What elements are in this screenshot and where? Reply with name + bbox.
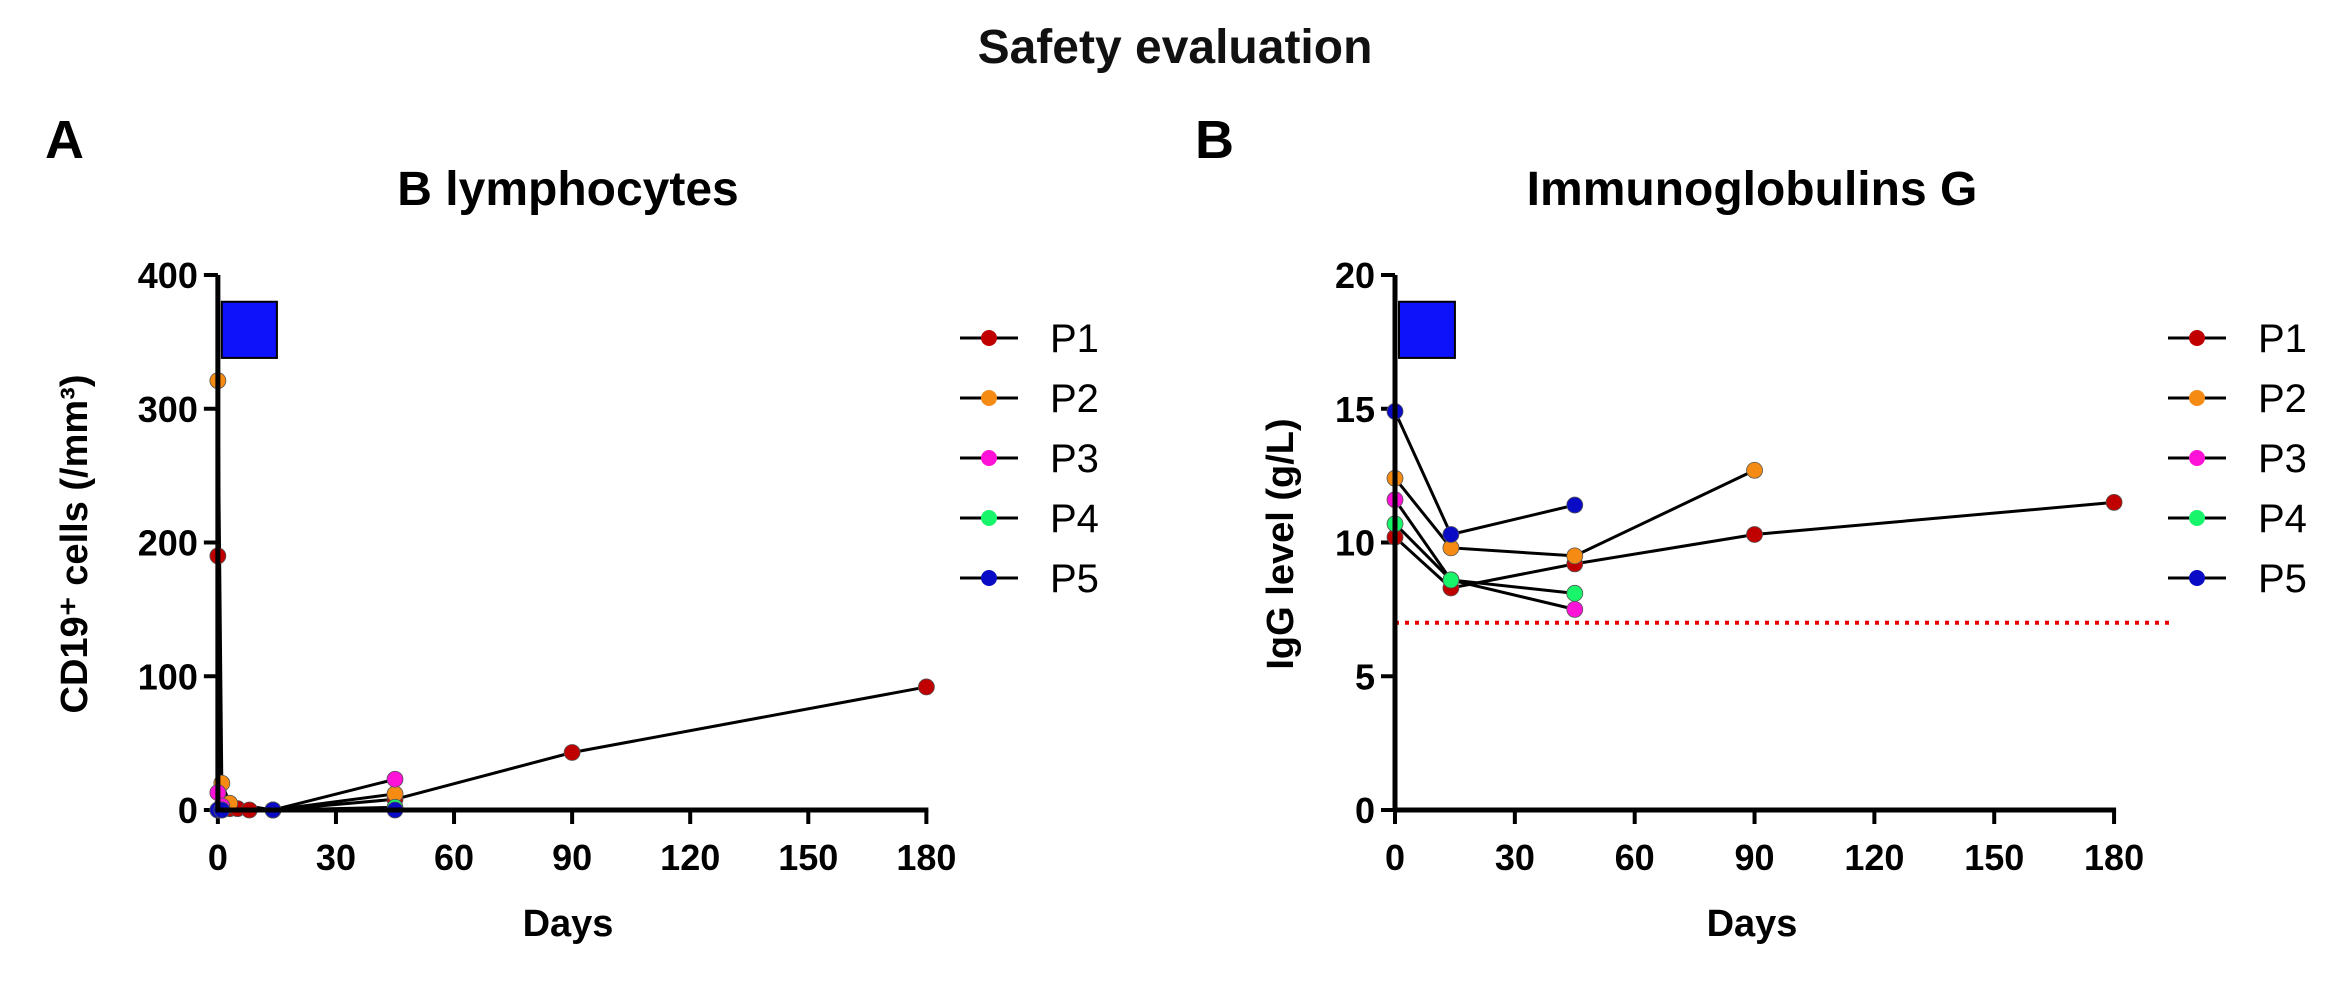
panel-a: A B lymphocytes Days CD19⁺ cells (/mm³) … (45, 110, 1099, 945)
panel-b-x-label: Days (1707, 903, 1798, 945)
panel-b-x-tick-label: 60 (1615, 837, 1655, 878)
panel-a-legend-label-p4: P4 (1050, 497, 1099, 541)
panel-a-x-label: Days (523, 903, 614, 945)
panel-b-x-tick-label: 30 (1495, 837, 1535, 878)
panel-b-point-p1 (2105, 493, 2123, 511)
panel-b-y-tick-label: 0 (1355, 790, 1375, 831)
panel-a-y-tick-label: 400 (138, 255, 198, 296)
panel-a-line-p1 (216, 555, 927, 812)
panel-a-x-tick-label: 60 (434, 837, 474, 878)
panel-a-treatment-box (220, 300, 278, 359)
panel-b-legend-marker-p2 (2189, 390, 2205, 406)
panel-b-x-tick-label: 180 (2084, 837, 2144, 878)
panel-b-x-tick-label: 0 (1385, 837, 1405, 878)
panel-a-legend: P1 P2 P3 P4 P5 (960, 317, 1099, 601)
panel-a-treatment-marker (220, 300, 278, 359)
panel-a-y-tick-label: 200 (138, 523, 198, 564)
panel-a-y-tick-label: 100 (138, 656, 198, 697)
panel-a-point-p3 (386, 770, 404, 788)
panel-a-legend-marker-p2 (981, 390, 997, 406)
panel-b-y-tick-label: 5 (1355, 656, 1375, 697)
panel-b-point-p5 (1566, 496, 1584, 514)
panel-b-legend-marker-p1 (2189, 330, 2205, 346)
panel-b-point-p3 (1566, 600, 1584, 618)
panel-b-point-p1 (1746, 526, 1763, 543)
panel-b-legend-marker-p4 (2189, 510, 2205, 526)
panel-b-treatment-marker (1397, 300, 1456, 359)
panel-a-x-tick-label: 150 (778, 837, 838, 878)
panel-b-axes (1392, 275, 2117, 813)
panel-b-y-tick-label: 15 (1335, 389, 1375, 430)
panel-a-legend-label-p2: P2 (1050, 377, 1099, 421)
panel-a-ticks: 0 100 200 300 400 0 30 60 90 120 150 180 (138, 255, 957, 878)
panel-a-legend-marker-p3 (981, 450, 997, 466)
panel-a-x-tick-label: 90 (552, 837, 592, 878)
panel-b-legend-marker-p3 (2189, 450, 2205, 466)
panel-a-legend-label-p3: P3 (1050, 437, 1099, 481)
panel-b-point-p4 (1442, 571, 1460, 589)
panel-b-x-tick-label: 90 (1735, 837, 1775, 878)
panel-a-y-tick-label: 0 (178, 790, 198, 831)
panel-a-legend-marker-p4 (981, 510, 997, 526)
panel-b-legend: P1 P2 P3 P4 P5 (2168, 317, 2307, 601)
panel-a-legend-label-p1: P1 (1050, 317, 1099, 361)
panel-b-point-p5 (1442, 526, 1460, 543)
panel-b-line-p4 (1393, 522, 1575, 595)
panel-b-series (1386, 403, 2123, 618)
panel-a-point-p1 (563, 744, 581, 761)
panel-a-y-label: CD19⁺ cells (/mm³) (54, 375, 96, 714)
panel-b-legend-label-p4: P4 (2258, 497, 2307, 541)
panel-b-line-p2 (1393, 468, 1756, 558)
panel-a-x-tick-label: 30 (316, 837, 356, 878)
panel-b-legend-label-p1: P1 (2258, 317, 2307, 361)
panel-a-axes (215, 275, 929, 813)
figure-title: Safety evaluation (977, 21, 1373, 74)
panel-b-x-tick-label: 150 (1964, 837, 2024, 878)
panel-a-legend-label-p5: P5 (1050, 557, 1099, 601)
panel-b-legend-label-p3: P3 (2258, 437, 2307, 481)
panel-b-y-label: IgG level (g/L) (1260, 418, 1302, 669)
panel-b: B Immunoglobulins G Days IgG level (g/L)… (1195, 110, 2307, 945)
panel-b-point-p2 (1746, 461, 1763, 479)
panel-b-letter: B (1195, 110, 1234, 170)
panel-b-legend-label-p5: P5 (2258, 557, 2307, 601)
panel-a-line-p2 (216, 380, 396, 812)
panel-a-legend-marker-p1 (981, 330, 997, 346)
panel-b-point-p2 (1566, 547, 1584, 565)
panel-b-y-tick-label: 10 (1335, 523, 1375, 564)
panel-b-ticks: 0 5 10 15 20 0 30 60 90 120 150 180 (1335, 255, 2144, 878)
panel-a-x-tick-label: 0 (208, 837, 228, 878)
panel-a-x-tick-label: 120 (660, 837, 720, 878)
panel-a-title: B lymphocytes (397, 163, 738, 216)
panel-a-point-p1 (917, 678, 935, 696)
panel-b-legend-label-p2: P2 (2258, 377, 2307, 421)
panel-a-legend-marker-p5 (981, 570, 997, 586)
panel-a-letter: A (45, 110, 84, 170)
panel-b-treatment-box (1397, 300, 1456, 359)
panel-b-x-tick-label: 120 (1844, 837, 1904, 878)
panel-b-line-p5 (1393, 410, 1576, 537)
panel-a-x-tick-label: 180 (896, 837, 956, 878)
panel-a-series (209, 372, 935, 819)
panel-b-y-tick-label: 20 (1335, 255, 1375, 296)
panel-b-legend-marker-p5 (2189, 570, 2205, 586)
panel-b-line-p1 (1393, 500, 2115, 590)
panel-b-point-p4 (1566, 584, 1584, 602)
panel-a-y-tick-label: 300 (138, 389, 198, 430)
panel-b-title: Immunoglobulins G (1527, 163, 1978, 216)
